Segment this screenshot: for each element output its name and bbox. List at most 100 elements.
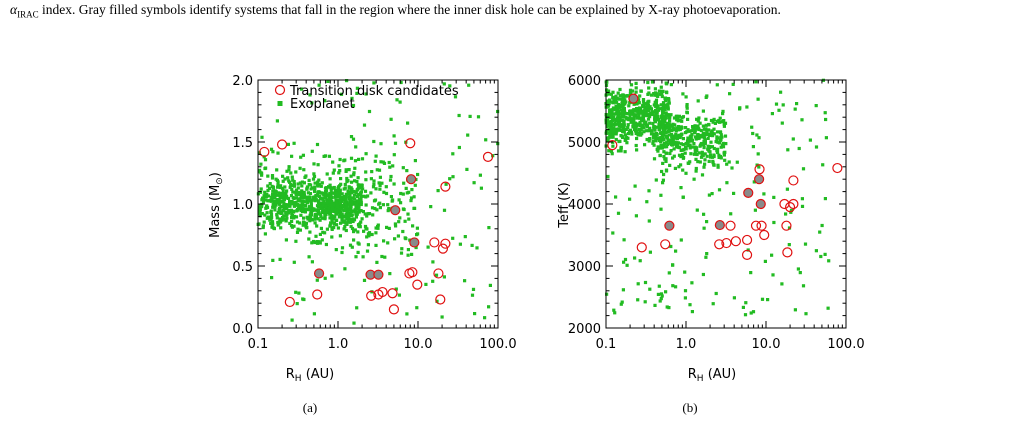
- exoplanet-point: [696, 99, 700, 103]
- exoplanet-point: [696, 119, 700, 123]
- exoplanet-point: [668, 163, 672, 167]
- exoplanet-point: [327, 200, 331, 204]
- exoplanet-point: [656, 94, 660, 98]
- exoplanet-point: [618, 94, 622, 98]
- exoplanet-point: [294, 200, 298, 204]
- exoplanet-point: [333, 209, 337, 214]
- exoplanet-point: [298, 221, 302, 225]
- exoplanet-point: [659, 292, 664, 296]
- exoplanet-point: [289, 201, 293, 205]
- exoplanet-point: [352, 173, 356, 177]
- exoplanet-point: [302, 216, 306, 220]
- exoplanet-point: [623, 133, 628, 137]
- exoplanet-point: [379, 142, 383, 146]
- exoplanet-point: [409, 199, 413, 203]
- exoplanet-point: [261, 225, 265, 230]
- exoplanet-point: [399, 251, 404, 255]
- exoplanet-point: [676, 143, 680, 148]
- exoplanet-point: [618, 118, 622, 122]
- exoplanet-point: [397, 220, 401, 224]
- exoplanet-point: [380, 254, 384, 259]
- exoplanet-point: [702, 212, 706, 216]
- exoplanet-point: [330, 191, 334, 195]
- exoplanet-point: [665, 151, 669, 155]
- exoplanet-point: [643, 122, 647, 126]
- exoplanet-point: [724, 142, 728, 146]
- exoplanet-point: [405, 312, 409, 316]
- exoplanet-point: [789, 208, 794, 212]
- exoplanet-point: [406, 253, 410, 257]
- exoplanet-point: [300, 180, 304, 184]
- exoplanet-point: [389, 117, 393, 121]
- exoplanet-point: [315, 241, 320, 245]
- exoplanet-point: [718, 120, 723, 124]
- exoplanet-point: [672, 154, 676, 158]
- exoplanet-point: [478, 173, 482, 177]
- exoplanet-point: [356, 195, 360, 199]
- exoplanet-point: [369, 191, 373, 195]
- exoplanet-point: [630, 89, 635, 93]
- x-tick-label: 0.1: [596, 337, 617, 352]
- exoplanet-point: [672, 116, 677, 120]
- exoplanet-point: [328, 191, 332, 196]
- exoplanet-point: [263, 190, 267, 194]
- exoplanet-point: [721, 109, 725, 113]
- exoplanet-point: [644, 111, 648, 115]
- exoplanet-point: [292, 216, 296, 220]
- exoplanet-point: [394, 287, 398, 291]
- exoplanet-point: [712, 117, 716, 121]
- exoplanet-point: [787, 243, 791, 247]
- exoplanet-point: [364, 203, 368, 207]
- exoplanet-point: [648, 287, 652, 291]
- exoplanet-point: [384, 185, 388, 189]
- exoplanet-point: [706, 136, 710, 140]
- exoplanet-point: [688, 143, 692, 147]
- exoplanet-point: [301, 209, 306, 213]
- exoplanet-point: [357, 205, 361, 209]
- exoplanet-point: [680, 116, 684, 120]
- exoplanet-point: [653, 93, 657, 97]
- exoplanet-point: [704, 133, 708, 137]
- exoplanet-point: [751, 145, 755, 149]
- exoplanet-point: [636, 122, 640, 126]
- exoplanet-point: [721, 145, 726, 149]
- exoplanet-point: [333, 188, 337, 193]
- exoplanet-point: [260, 212, 264, 216]
- exoplanet-point: [332, 222, 336, 226]
- exoplanet-point: [347, 207, 351, 211]
- exoplanet-point: [278, 185, 282, 190]
- exoplanet-point: [338, 209, 342, 213]
- exoplanet-point: [259, 187, 263, 191]
- exoplanet-point: [722, 122, 726, 126]
- exoplanet-point: [617, 124, 621, 128]
- exoplanet-point: [270, 184, 274, 188]
- exoplanet-point: [352, 230, 356, 234]
- exoplanet-point: [762, 192, 766, 196]
- exoplanet-point: [627, 104, 631, 108]
- panel-a-frame: [257, 79, 499, 329]
- exoplanet-point: [357, 157, 361, 161]
- exoplanet-point: [299, 87, 304, 91]
- exoplanet-point: [354, 190, 358, 194]
- exoplanet-point: [288, 221, 292, 225]
- exoplanet-point: [615, 100, 619, 104]
- exoplanet-point: [619, 146, 623, 150]
- exoplanet-point: [366, 212, 370, 216]
- exoplanet-point: [620, 300, 624, 304]
- exoplanet-point: [270, 176, 275, 180]
- exoplanet-point: [298, 203, 302, 207]
- x-tick-label: 1.0: [328, 337, 349, 352]
- exoplanet-point: [299, 155, 303, 159]
- exoplanet-point: [357, 223, 361, 227]
- exoplanet-point: [798, 271, 802, 275]
- exoplanet-point: [281, 188, 285, 193]
- exoplanet-point: [800, 118, 804, 122]
- exoplanet-point: [653, 87, 657, 91]
- exoplanet-point: [283, 185, 287, 189]
- exoplanet-point: [661, 104, 665, 108]
- exoplanet-point: [661, 161, 665, 165]
- exoplanet-point: [757, 136, 761, 140]
- exoplanet-point: [666, 105, 670, 109]
- exoplanet-point: [343, 225, 347, 229]
- exoplanet-point: [381, 203, 385, 207]
